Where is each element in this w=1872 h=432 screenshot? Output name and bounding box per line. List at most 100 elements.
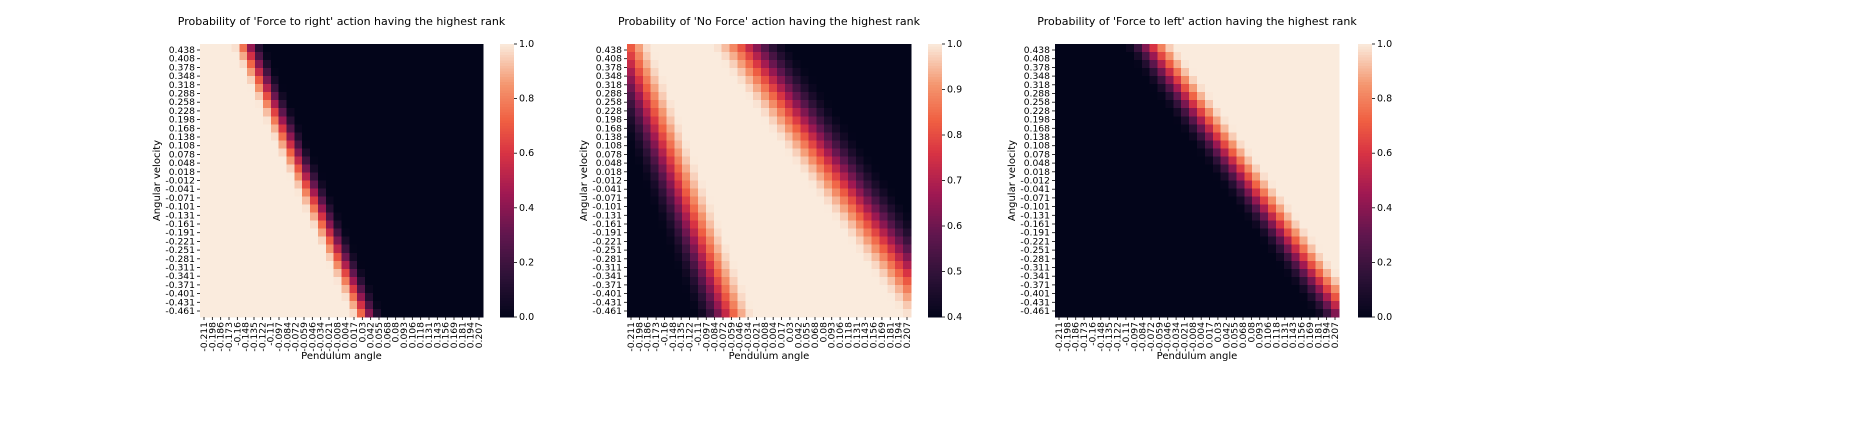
colorbar-segment [500, 120, 514, 124]
heatmap-cell [333, 164, 343, 174]
heatmap-cell [475, 60, 484, 69]
heatmap-cell [200, 252, 209, 262]
heatmap-cell [1157, 188, 1167, 198]
heatmap-cell [459, 172, 468, 182]
heatmap-cell [231, 180, 240, 190]
heatmap-cell [427, 284, 437, 294]
heatmap-cell [1126, 60, 1135, 69]
heatmap-cell [895, 124, 904, 133]
heatmap-cell [1212, 196, 1222, 206]
heatmap-cell [1220, 164, 1230, 174]
colorbar-segment [500, 229, 514, 233]
heatmap-cell [792, 92, 802, 101]
heatmap-cell [729, 244, 739, 254]
heatmap-cell [879, 276, 888, 286]
heatmap-cell [887, 44, 896, 53]
heatmap-cell [270, 292, 280, 302]
heatmap-cell [1228, 236, 1238, 246]
heatmap-cell [247, 236, 256, 246]
heatmap-cell [879, 140, 888, 149]
heatmap-cell [855, 124, 865, 133]
heatmap-cell [1315, 68, 1324, 77]
heatmap-cell [1299, 276, 1309, 286]
heatmap-cell [627, 220, 636, 230]
heatmap-cell [286, 308, 295, 318]
heatmap-cell [1244, 172, 1253, 182]
heatmap-cell [792, 252, 802, 262]
heatmap-cell [776, 276, 786, 286]
heatmap-cell [1244, 156, 1253, 166]
heatmap-cell [1291, 60, 1301, 69]
heatmap-cell [459, 292, 468, 302]
heatmap-cell [1157, 100, 1167, 109]
heatmap-cell [1244, 52, 1253, 61]
heatmap-cell [1260, 276, 1269, 286]
heatmap-cell [800, 52, 810, 61]
heatmap-cell [380, 308, 390, 318]
y-axis-label: Angular velocity [152, 140, 163, 221]
heatmap-cell [1275, 156, 1285, 166]
heatmap-cell [349, 164, 358, 174]
colorbar-segment [500, 134, 514, 138]
heatmap-cell [658, 76, 668, 85]
heatmap-cell [459, 220, 468, 230]
x-tick-label: -0.148 [668, 322, 679, 352]
heatmap-cell [467, 84, 476, 93]
colorbar-segment [500, 284, 514, 288]
heatmap-cell [451, 236, 461, 246]
heatmap-cell [650, 244, 660, 254]
heatmap-cell [341, 124, 350, 133]
colorbar-segment [1358, 153, 1372, 157]
heatmap-cell [729, 292, 739, 302]
heatmap-cell [1275, 220, 1285, 230]
heatmap-cell [341, 196, 350, 206]
heatmap-cell [1283, 164, 1293, 174]
colorbar-segment [500, 224, 514, 228]
heatmap-cell [1275, 124, 1285, 133]
heatmap-cell [753, 236, 762, 246]
colorbar-segment [500, 125, 514, 130]
heatmap-cell [1268, 284, 1277, 294]
heatmap-cell [1157, 124, 1167, 133]
heatmap-cell [682, 284, 691, 294]
heatmap-cell [1126, 156, 1135, 166]
heatmap-cell [380, 180, 390, 190]
heatmap-cell [800, 76, 810, 85]
heatmap-cell [1078, 140, 1088, 149]
heatmap-cell [372, 180, 382, 190]
heatmap-cell [1157, 300, 1167, 310]
heatmap-cell [1157, 196, 1167, 206]
heatmap-cell [761, 204, 770, 214]
heatmap-cell [650, 276, 660, 286]
heatmap-cell [1244, 76, 1253, 85]
heatmap-cell [357, 220, 366, 230]
heatmap-cell [475, 236, 484, 246]
heatmap-cell [903, 124, 912, 133]
heatmap-cell [223, 220, 233, 230]
heatmap-cell [737, 236, 746, 246]
heatmap-cell [310, 260, 319, 270]
heatmap-cell [1331, 308, 1340, 318]
heatmap-cell [871, 212, 881, 222]
heatmap-cell [1283, 172, 1293, 182]
heatmap-cell [349, 100, 358, 109]
heatmap-cell [412, 268, 421, 278]
heatmap-cell [365, 276, 374, 286]
heatmap-cell [200, 140, 209, 149]
heatmap-cell [1315, 204, 1324, 214]
heatmap-cell [1118, 284, 1127, 294]
heatmap-cell [1283, 140, 1293, 149]
heatmap-cell [278, 140, 288, 149]
heatmap-cell [467, 260, 476, 270]
heatmap-cell [427, 204, 437, 214]
y-tick-label: 0.288 [169, 89, 195, 100]
heatmap-cell [1141, 132, 1151, 141]
heatmap-cell [247, 292, 256, 302]
heatmap-cell [745, 260, 754, 270]
heatmap-cell [650, 116, 660, 125]
heatmap-cell [895, 196, 904, 206]
colorbar-segment [500, 150, 514, 154]
heatmap-cell [404, 68, 413, 77]
heatmap-cell [713, 188, 723, 198]
heatmap-cell [903, 260, 912, 270]
